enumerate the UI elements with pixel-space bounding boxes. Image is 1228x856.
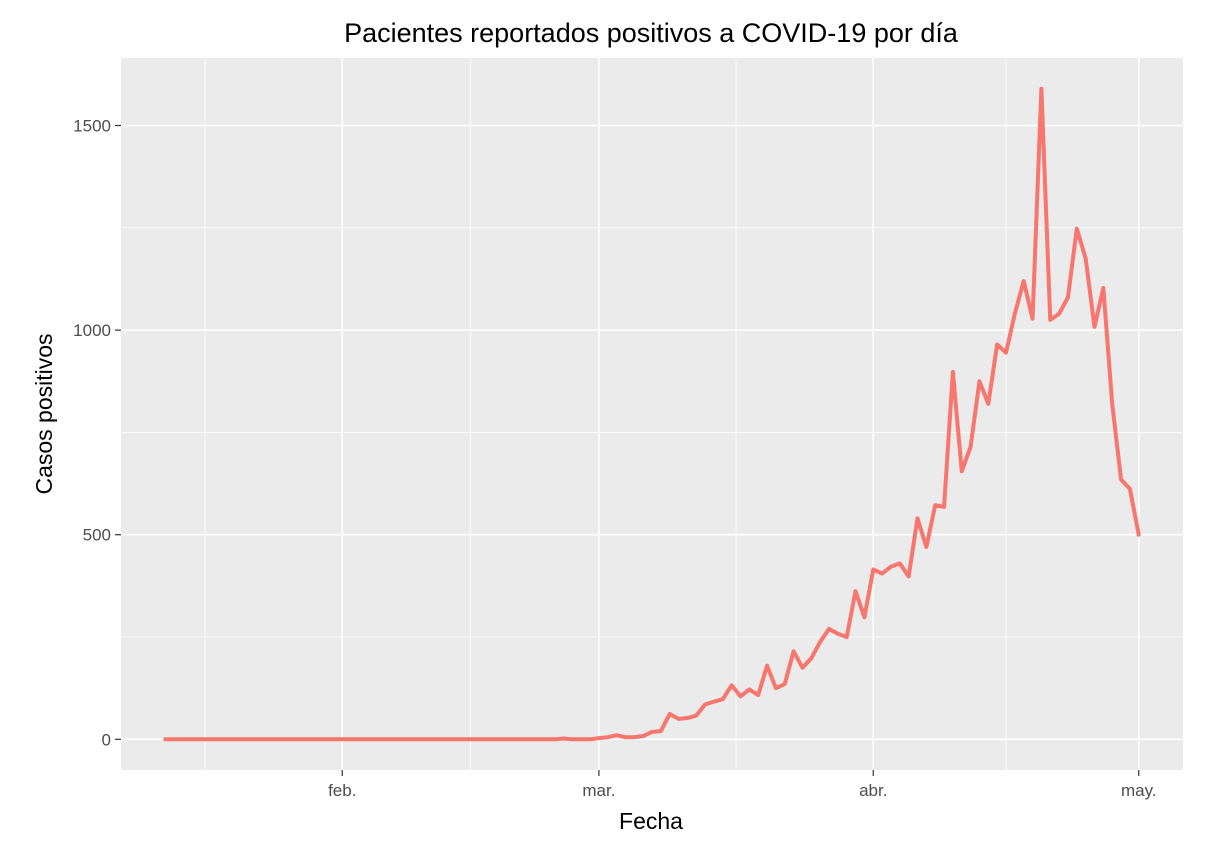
- series-line-casos-positivos: [163, 86, 1141, 742]
- major-gridlines: [121, 58, 1183, 770]
- minor-gridlines: [121, 58, 1183, 770]
- plot-panel: [121, 58, 1183, 770]
- y-tick-label: 0: [102, 730, 111, 749]
- x-tick-label: abr.: [859, 781, 887, 800]
- y-axis-title: Casos positivos: [31, 333, 57, 494]
- y-tick-label: 1500: [73, 117, 111, 136]
- x-tick-label: may.: [1121, 781, 1157, 800]
- x-tick-label: mar.: [582, 781, 615, 800]
- chart-title: Pacientes reportados positivos a COVID-1…: [344, 18, 959, 48]
- x-tick-label: feb.: [328, 781, 356, 800]
- x-axis: feb. mar. abr. may.: [328, 770, 1157, 800]
- y-tick-label: 500: [83, 526, 111, 545]
- y-axis: 0 500 1000 1500: [73, 117, 121, 749]
- x-axis-title: Fecha: [619, 808, 683, 834]
- y-tick-label: 1000: [73, 321, 111, 340]
